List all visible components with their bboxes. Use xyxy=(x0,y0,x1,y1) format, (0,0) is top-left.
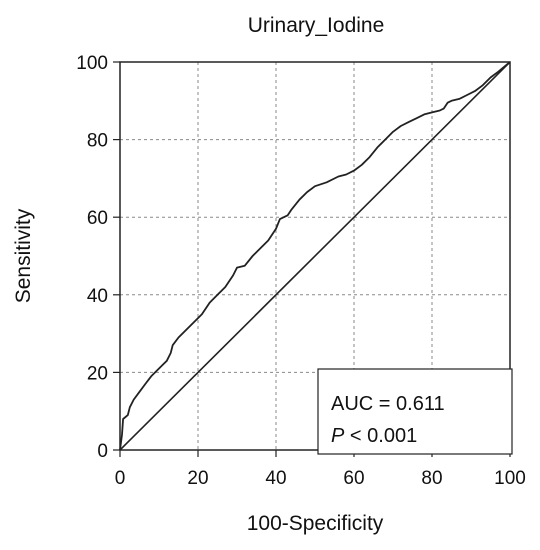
x-tick-label: 100 xyxy=(494,468,526,489)
auc-text: AUC = 0.611 xyxy=(331,393,445,415)
x-tick-label: 40 xyxy=(265,468,286,489)
diagonal-reference-line xyxy=(119,61,511,451)
y-tick-label: 100 xyxy=(76,53,108,74)
y-tick-label: 80 xyxy=(87,131,108,152)
y-tick-label: 40 xyxy=(87,286,108,307)
p-value-text: P < 0.001 xyxy=(331,425,417,447)
legend-frame xyxy=(317,368,513,455)
p-rest: < 0.001 xyxy=(344,425,417,447)
series xyxy=(119,61,511,451)
roc-curve-line xyxy=(119,61,511,451)
y-tick-label: 0 xyxy=(97,441,108,462)
ticks: 0 20 40 60 80 100 0 20 40 60 80 100 xyxy=(76,53,526,489)
x-tick-label: 20 xyxy=(187,468,208,489)
y-tick-label: 60 xyxy=(87,208,108,229)
y-axis-title: Sensitivity xyxy=(12,208,35,303)
y-tick-label: 20 xyxy=(87,363,108,384)
x-tick-label: 80 xyxy=(421,468,442,489)
x-tick-label: 0 xyxy=(115,468,126,489)
auc-legend-box: AUC = 0.611 P < 0.001 xyxy=(317,368,513,455)
x-axis-title: 100-Specificity xyxy=(247,512,384,535)
x-tick-label: 60 xyxy=(343,468,364,489)
plot-frame xyxy=(119,61,511,451)
p-letter: P xyxy=(331,425,345,447)
chart-title: Urinary_Iodine xyxy=(248,14,385,37)
